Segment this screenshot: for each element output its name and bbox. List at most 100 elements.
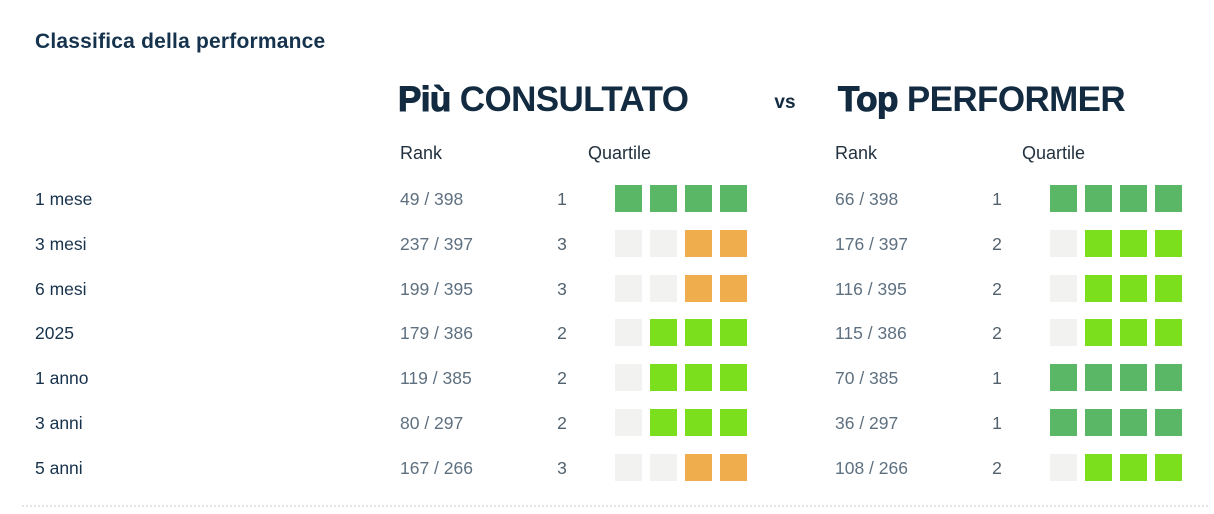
right-rank-value: 176 / 397 xyxy=(835,233,908,254)
right-quartile-number: 1 xyxy=(992,189,1002,209)
quartile-cell-filled xyxy=(720,453,747,481)
left-heading-strong: Più xyxy=(397,80,451,119)
quartile-cell-filled xyxy=(615,185,642,212)
quartile-cell-filled xyxy=(1050,364,1077,392)
quartile-cell-empty xyxy=(615,319,642,347)
quartile-cell-filled xyxy=(650,364,677,392)
right-rank-value: 115 / 386 xyxy=(835,323,907,344)
left-quartile-number: 3 xyxy=(557,233,567,254)
right-quartile-number: 1 xyxy=(992,413,1002,434)
quartile-cell-empty xyxy=(650,229,677,257)
right-heading-strong: Top xyxy=(837,80,898,119)
quartile-cell-empty xyxy=(650,453,677,481)
right-rank-value: 70 / 385 xyxy=(835,368,899,389)
quartile-cell-filled xyxy=(1120,453,1147,481)
quartile-cell-filled xyxy=(720,274,747,302)
right-quartile-cells xyxy=(1050,185,1182,212)
left-rank-value: 199 / 395 xyxy=(400,278,473,299)
left-quartile-cells xyxy=(615,229,747,257)
row-period-label: 3 anni xyxy=(35,413,83,434)
quartile-cell-filled xyxy=(1120,409,1147,437)
left-rank-value: 119 / 385 xyxy=(400,368,472,389)
right-quartile-number: 2 xyxy=(992,233,1002,254)
quartile-cell-filled xyxy=(1155,229,1182,257)
quartile-cell-filled xyxy=(1085,453,1112,481)
row-period-label: 1 anno xyxy=(35,368,89,389)
quartile-cell-empty xyxy=(1050,229,1077,257)
left-rank-value: 49 / 398 xyxy=(400,189,464,209)
quartile-cell-empty xyxy=(615,274,642,302)
left-rank-header: Rank xyxy=(400,143,443,163)
quartile-cell-filled xyxy=(1120,319,1147,347)
quartile-cell-empty xyxy=(1050,319,1077,347)
quartile-cell-filled xyxy=(1155,409,1182,437)
right-rank-value: 116 / 395 xyxy=(835,278,907,299)
left-quartile-number: 2 xyxy=(557,323,567,344)
right-quartile-cells xyxy=(1050,409,1182,437)
right-quartile-number: 2 xyxy=(992,457,1002,478)
quartile-cell-filled xyxy=(685,185,712,212)
quartile-cell-empty xyxy=(615,453,642,481)
quartile-cell-filled xyxy=(1155,364,1182,392)
quartile-cell-filled xyxy=(650,319,677,347)
quartile-cell-empty xyxy=(615,409,642,437)
quartile-cell-filled xyxy=(1120,185,1147,212)
row-period-label: 6 mesi xyxy=(35,278,87,299)
quartile-cell-filled xyxy=(1155,453,1182,481)
row-period-label: 5 anni xyxy=(35,457,83,478)
left-rank-value: 179 / 386 xyxy=(400,323,473,344)
quartile-cell-empty xyxy=(615,229,642,257)
left-rank-value: 80 / 297 xyxy=(400,413,464,434)
quartile-cell-filled xyxy=(1085,185,1112,212)
right-quartile-cells xyxy=(1050,229,1182,257)
vs-label: vs xyxy=(774,92,796,113)
quartile-cell-filled xyxy=(685,319,712,347)
left-quartile-number: 3 xyxy=(557,278,567,299)
right-quartile-header: Quartile xyxy=(1022,143,1086,163)
left-quartile-header: Quartile xyxy=(588,143,652,163)
left-quartile-number: 3 xyxy=(557,457,567,478)
left-quartile-cells xyxy=(615,453,747,481)
panel-title: Classifica della performance xyxy=(35,30,326,53)
quartile-cell-empty xyxy=(1050,453,1077,481)
quartile-cell-filled xyxy=(1085,229,1112,257)
table-row: 6 mesi 199 / 395 3 116 / 395 2 xyxy=(0,274,1214,303)
quartile-cell-filled xyxy=(720,185,747,212)
left-quartile-number: 2 xyxy=(557,413,567,434)
quartile-cell-empty xyxy=(650,274,677,302)
right-rank-value: 36 / 297 xyxy=(835,413,899,434)
left-quartile-cells xyxy=(615,274,747,302)
left-quartile-cells xyxy=(615,319,747,347)
quartile-cell-filled xyxy=(685,409,712,437)
quartile-cell-filled xyxy=(720,364,747,392)
quartile-cell-filled xyxy=(1085,364,1112,392)
right-quartile-cells xyxy=(1050,364,1182,392)
quartile-cell-filled xyxy=(1120,229,1147,257)
right-quartile-cells xyxy=(1050,274,1182,302)
right-quartile-cells xyxy=(1050,453,1182,481)
quartile-cell-filled xyxy=(685,229,712,257)
right-rank-value: 108 / 266 xyxy=(835,457,908,478)
quartile-cell-filled xyxy=(720,409,747,437)
quartile-cell-filled xyxy=(720,229,747,257)
quartile-cell-filled xyxy=(1050,409,1077,437)
table-row: 1 mese 49 / 398 1 66 / 398 1 xyxy=(0,185,1214,213)
quartile-cell-filled xyxy=(685,453,712,481)
right-rank-value: 66 / 398 xyxy=(835,189,899,209)
quartile-cell-filled xyxy=(1155,319,1182,347)
table-row: 3 mesi 237 / 397 3 176 / 397 2 xyxy=(0,229,1214,258)
right-quartile-cells xyxy=(1050,319,1182,347)
left-quartile-number: 2 xyxy=(557,368,567,389)
right-column-heading: Top PERFORMER xyxy=(837,80,1125,119)
quartile-cell-filled xyxy=(1085,409,1112,437)
quartile-cell-filled xyxy=(1155,185,1182,212)
quartile-cell-filled xyxy=(650,185,677,212)
row-period-label: 3 mesi xyxy=(35,233,87,254)
right-rank-header: Rank xyxy=(835,143,878,163)
row-period-label: 2025 xyxy=(35,323,74,344)
left-column-heading: Più CONSULTATO xyxy=(397,80,689,119)
quartile-cell-filled xyxy=(1120,364,1147,392)
table-row: 1 anno 119 / 385 2 70 / 385 1 xyxy=(0,364,1214,392)
bottom-divider xyxy=(22,505,1208,507)
